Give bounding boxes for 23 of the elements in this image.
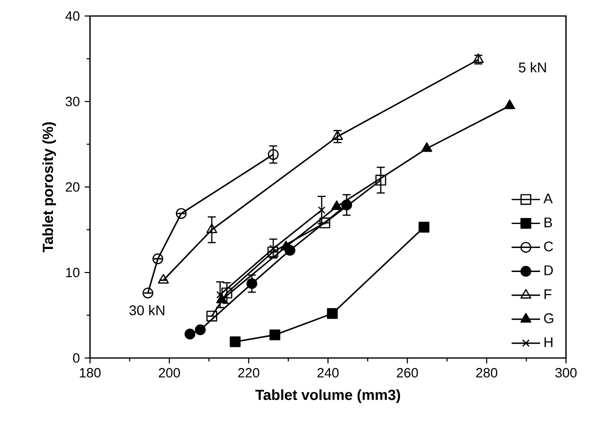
legend-label: C — [544, 241, 553, 252]
x-tick-label: 280 — [476, 368, 498, 378]
x-tick-label: 240 — [318, 368, 339, 378]
x-tick-label: 220 — [238, 368, 260, 378]
y-tick-label: 0 — [73, 353, 80, 363]
legend-label: G — [544, 313, 554, 324]
y-tick-label: 10 — [66, 268, 80, 278]
legend-label: B — [544, 218, 552, 228]
x-tick-label: 260 — [396, 368, 418, 378]
legend-label: D — [544, 266, 553, 276]
annotation: 30 kN — [129, 304, 164, 316]
y-tick-label: 40 — [65, 11, 80, 21]
legend-label: F — [544, 289, 552, 300]
annotation: 5 kN — [518, 62, 546, 72]
y-tick-label: 30 — [66, 96, 80, 106]
x-axis-title: Tablet volume (mm3) — [255, 389, 400, 403]
x-tick-label: 180 — [80, 368, 101, 378]
y-tick-label: 20 — [66, 182, 80, 192]
x-tick-label: 200 — [158, 368, 180, 378]
y-axis-title: Tablet porosity (%) — [42, 122, 56, 252]
legend-label: A — [543, 194, 553, 204]
legend-label: H — [544, 337, 552, 347]
x-tick-label: 300 — [555, 368, 577, 378]
